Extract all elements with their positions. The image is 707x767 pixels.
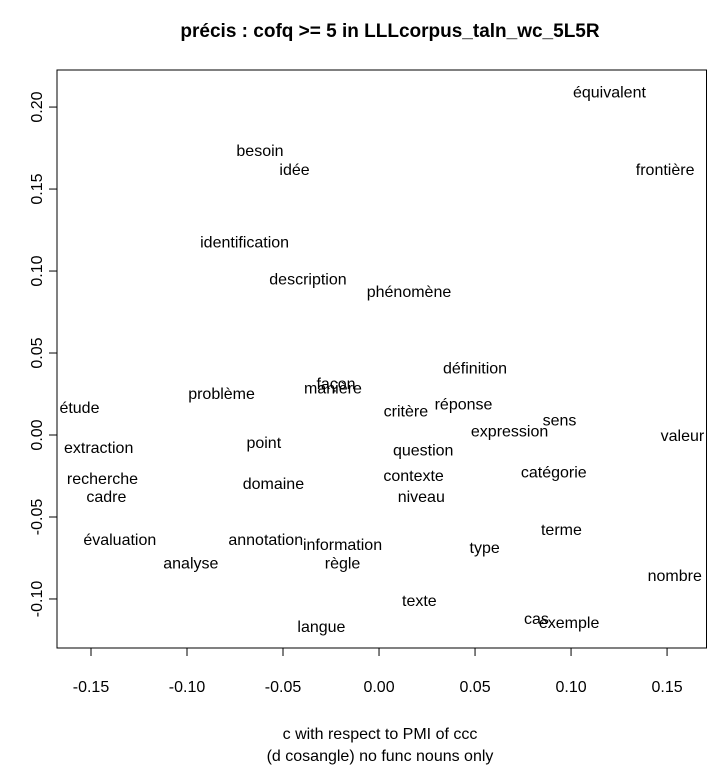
y-tick-label: 0.15	[29, 173, 46, 204]
points: équivalent besoin idée frontière identificat…	[59, 84, 704, 636]
point-label: langue	[297, 619, 345, 636]
x-tick-label: 0.10	[555, 679, 586, 696]
point-label: problème	[188, 386, 255, 403]
y-tick-label: 0.00	[29, 419, 46, 450]
point-label: exemple	[539, 615, 600, 632]
x-axis-label: (d cosangle) no func nouns only	[267, 748, 494, 765]
x-tick-label: -0.05	[265, 679, 302, 696]
point-label: évaluation	[83, 532, 156, 549]
point-label: type	[470, 540, 500, 557]
point-label: équivalent	[573, 84, 647, 101]
point-label: question	[393, 442, 454, 459]
chart-title: précis : cofq >= 5 in LLLcorpus_taln_wc_…	[180, 21, 599, 42]
point-label: règle	[325, 555, 361, 572]
point-label: catégorie	[521, 464, 587, 481]
point-label: description	[269, 271, 346, 288]
point-label: extraction	[64, 440, 133, 457]
point-label: contexte	[383, 468, 444, 485]
point-label: nombre	[648, 568, 702, 585]
point-label: niveau	[398, 489, 445, 506]
x-tick-label: 0.00	[363, 679, 394, 696]
point-label: analyse	[163, 555, 218, 572]
point-label: idée	[279, 162, 309, 179]
x-tick-label: 0.15	[651, 679, 682, 696]
point-label: sens	[543, 412, 577, 429]
point-label: information	[303, 537, 382, 554]
point-label: identification	[200, 234, 289, 251]
point-label: cas	[524, 611, 549, 628]
y-tick-label: 0.20	[29, 91, 46, 122]
point-label: frontière	[636, 162, 695, 179]
point-label: critère	[384, 403, 429, 420]
y-tick-label: -0.05	[29, 499, 46, 536]
plot-frame	[56, 69, 707, 649]
point-label: valeur	[661, 428, 705, 445]
y-tick-label: 0.10	[29, 255, 46, 286]
point-label: manière	[304, 380, 362, 397]
point-label: point	[246, 435, 281, 452]
x-tick-label: -0.10	[169, 679, 206, 696]
point-label: étude	[59, 400, 99, 417]
x-tick-label: -0.15	[73, 679, 110, 696]
point-label: cadre	[86, 489, 126, 506]
point-label: texte	[402, 593, 437, 610]
point-label: façon	[316, 376, 355, 393]
point-label: terme	[541, 522, 582, 539]
point-label: recherche	[67, 471, 138, 488]
point-label: réponse	[435, 397, 493, 414]
y-tick-label: -0.10	[29, 581, 46, 618]
x-tick-label: 0.05	[459, 679, 490, 696]
point-label: définition	[443, 361, 507, 378]
x-axis-label: c with respect to PMI of ccc	[283, 726, 478, 743]
point-label: phénomène	[367, 284, 452, 301]
point-label: domaine	[243, 476, 304, 493]
y-tick-label: 0.05	[29, 337, 46, 368]
point-label: besoin	[236, 143, 283, 160]
point-label: expression	[471, 423, 548, 440]
point-label: annotation	[228, 532, 303, 549]
